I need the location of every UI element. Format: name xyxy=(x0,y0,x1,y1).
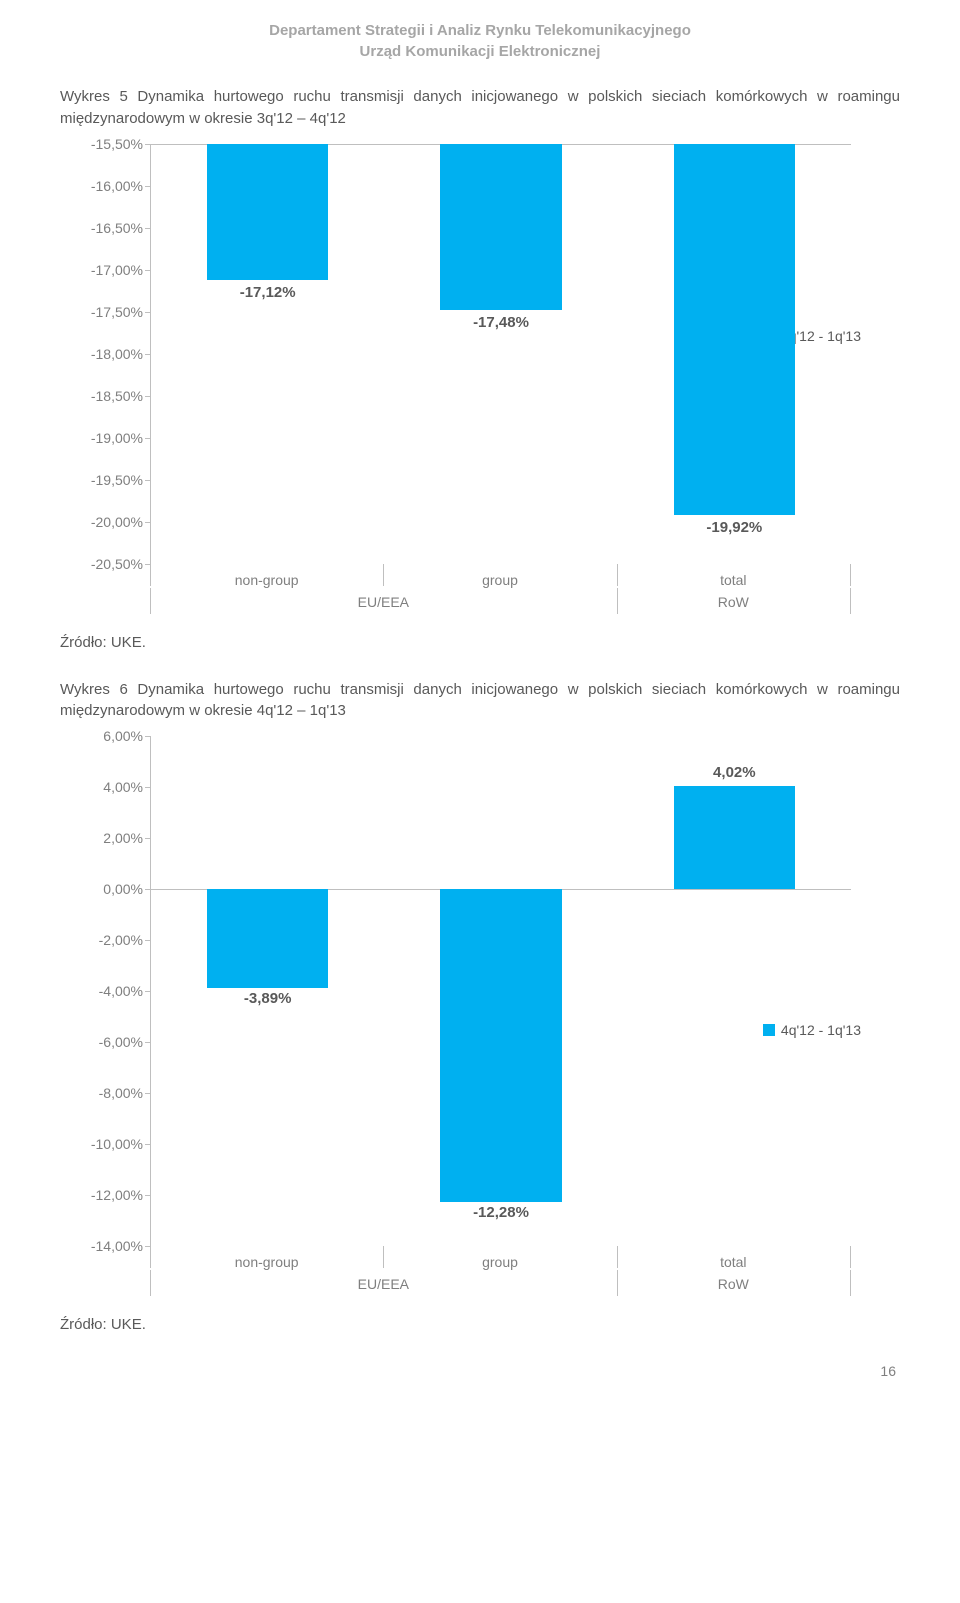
chart5: -15,50%-16,00%-16,50%-17,00%-17,50%-18,0… xyxy=(60,144,900,618)
group-tick-mark xyxy=(617,1270,618,1296)
y-tick-mark xyxy=(145,354,151,355)
y-tick-label: 2,00% xyxy=(71,830,143,846)
chart5-source: Źródło: UKE. xyxy=(60,634,900,651)
bar xyxy=(440,889,561,1202)
x-tick-mark xyxy=(850,1246,851,1268)
x-tick-mark xyxy=(383,1246,384,1268)
y-tick-mark xyxy=(145,1195,151,1196)
y-tick-mark xyxy=(145,480,151,481)
y-tick-label: -2,00% xyxy=(71,932,143,948)
y-tick-mark xyxy=(145,787,151,788)
y-tick-mark xyxy=(145,396,151,397)
group-tick-mark xyxy=(150,1270,151,1296)
x-tick-mark xyxy=(617,564,618,586)
y-tick-label: 4,00% xyxy=(71,779,143,795)
y-tick-label: -12,00% xyxy=(71,1187,143,1203)
y-tick-label: -6,00% xyxy=(71,1034,143,1050)
bar-value-label: 4,02% xyxy=(713,764,756,781)
y-tick-label: -19,00% xyxy=(71,430,143,446)
y-tick-mark xyxy=(145,438,151,439)
bar xyxy=(440,144,561,310)
chart5-caption: Wykres 5 Dynamika hurtowego ruchu transm… xyxy=(60,86,900,130)
category-label: non-group xyxy=(150,564,383,588)
y-tick-label: -19,50% xyxy=(71,472,143,488)
bar xyxy=(674,144,795,515)
y-tick-label: -16,00% xyxy=(71,178,143,194)
y-tick-label: -17,50% xyxy=(71,304,143,320)
group-label: EU/EEA xyxy=(150,1270,617,1292)
legend-swatch xyxy=(763,1024,775,1036)
group-labels: EU/EEARoW xyxy=(150,588,850,610)
y-tick-mark xyxy=(145,1042,151,1043)
category-label: total xyxy=(617,1246,850,1270)
x-tick-mark xyxy=(150,1246,151,1268)
bar-value-label: -17,48% xyxy=(473,314,529,331)
x-axis: non-groupgrouptotalEU/EEARoW xyxy=(150,564,850,618)
y-tick-mark xyxy=(145,1093,151,1094)
y-tick-mark xyxy=(145,1144,151,1145)
y-tick-mark xyxy=(145,736,151,737)
x-tick-mark xyxy=(850,564,851,586)
y-tick-mark xyxy=(145,312,151,313)
category-label: non-group xyxy=(150,1246,383,1270)
group-row: EU/EEARoW xyxy=(150,588,850,618)
bar-value-label: -3,89% xyxy=(244,990,292,1007)
group-label: EU/EEA xyxy=(150,588,617,610)
group-tick-mark xyxy=(850,1270,851,1296)
header-line1: Departament Strategii i Analiz Rynku Tel… xyxy=(60,20,900,41)
y-tick-label: 0,00% xyxy=(71,881,143,897)
group-tick-mark xyxy=(850,588,851,614)
y-tick-label: -4,00% xyxy=(71,983,143,999)
group-row: EU/EEARoW xyxy=(150,1270,850,1300)
x-axis: non-groupgrouptotalEU/EEARoW xyxy=(150,1246,850,1300)
category-row: non-groupgrouptotal xyxy=(150,564,850,588)
category-row: non-groupgrouptotal xyxy=(150,1246,850,1270)
group-label: RoW xyxy=(617,1270,850,1292)
bar-value-label: -12,28% xyxy=(473,1204,529,1221)
x-tick-mark xyxy=(617,1246,618,1268)
y-tick-label: -18,00% xyxy=(71,346,143,362)
x-tick-mark xyxy=(150,564,151,586)
group-tick-mark xyxy=(617,588,618,614)
y-tick-label: -20,50% xyxy=(71,556,143,572)
page-number: 16 xyxy=(60,1363,900,1379)
legend-label: 4q'12 - 1q'13 xyxy=(781,1022,861,1038)
bar xyxy=(207,144,328,280)
y-tick-mark xyxy=(145,991,151,992)
plot-area: -15,50%-16,00%-16,50%-17,00%-17,50%-18,0… xyxy=(150,144,851,564)
header-line2: Urząd Komunikacji Elektronicznej xyxy=(60,41,900,62)
y-tick-mark xyxy=(145,228,151,229)
bar xyxy=(674,786,795,889)
category-label: total xyxy=(617,564,850,588)
y-tick-label: -8,00% xyxy=(71,1085,143,1101)
y-tick-label: -14,00% xyxy=(71,1238,143,1254)
chart6: 6,00%4,00%2,00%0,00%-2,00%-4,00%-6,00%-8… xyxy=(60,736,900,1300)
chart6-source: Źródło: UKE. xyxy=(60,1316,900,1333)
y-tick-mark xyxy=(145,186,151,187)
y-tick-label: -10,00% xyxy=(71,1136,143,1152)
y-tick-label: -16,50% xyxy=(71,220,143,236)
y-tick-label: -20,00% xyxy=(71,514,143,530)
x-tick-mark xyxy=(383,564,384,586)
legend: 4q'12 - 1q'13 xyxy=(763,1022,861,1038)
y-tick-label: 6,00% xyxy=(71,728,143,744)
group-tick-mark xyxy=(150,588,151,614)
plot-area: 6,00%4,00%2,00%0,00%-2,00%-4,00%-6,00%-8… xyxy=(150,736,851,1246)
doc-header: Departament Strategii i Analiz Rynku Tel… xyxy=(60,20,900,62)
y-tick-label: -18,50% xyxy=(71,388,143,404)
y-tick-mark xyxy=(145,940,151,941)
bar-value-label: -19,92% xyxy=(706,519,762,536)
bar xyxy=(207,889,328,988)
bar-value-label: -17,12% xyxy=(240,284,296,301)
y-tick-mark xyxy=(145,838,151,839)
group-labels: EU/EEARoW xyxy=(150,1270,850,1292)
group-label: RoW xyxy=(617,588,850,610)
chart6-caption: Wykres 6 Dynamika hurtowego ruchu transm… xyxy=(60,679,900,723)
y-tick-mark xyxy=(145,270,151,271)
category-label: group xyxy=(383,564,616,588)
category-label: group xyxy=(383,1246,616,1270)
y-tick-label: -15,50% xyxy=(71,136,143,152)
y-tick-mark xyxy=(145,522,151,523)
y-tick-label: -17,00% xyxy=(71,262,143,278)
